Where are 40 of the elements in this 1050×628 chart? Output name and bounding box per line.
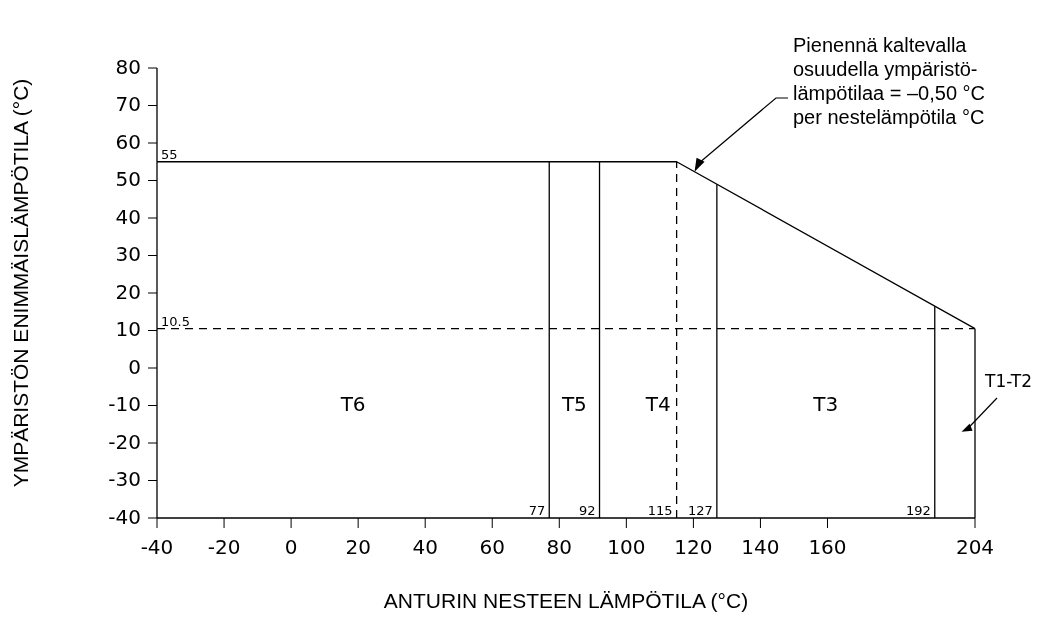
x-tick-label: 160 [808,535,847,559]
x-tick-label: 40 [412,535,438,559]
annotation: Pienennä kaltevalla osuudella ympäristö- lämpötilaa = –0,50 °C per nestelämpötila °C [793,34,986,128]
x-tick-label: 60 [479,535,505,559]
annotation: T3 [812,392,839,416]
y-tick-label: 30 [115,242,141,266]
x-tick-label: 20 [345,535,371,559]
y-tick-label: -30 [108,467,141,491]
x-tick-label: 120 [674,535,713,559]
annotation: T5 [560,392,587,416]
annotation: T4 [644,392,671,416]
annotation: 192 [905,503,931,518]
y-tick-label: -20 [108,429,141,454]
annotation: 55 [161,146,178,162]
x-tick-label: 80 [546,535,573,559]
annotation: 115 [647,503,673,518]
y-tick-label: 60 [115,129,141,154]
y-axis-title: YMPÄRISTÖN ENIMMÄISLÄMPÖTILA (°C) [9,78,32,488]
annotation: 77 [528,503,546,518]
x-tick-label: 100 [607,535,646,559]
y-tick-label: -10 [108,392,141,416]
annotation: 10.5 [161,313,190,329]
x-tick-label: -40 [140,535,174,559]
annotation: 92 [578,503,596,518]
y-tick-label: 20 [115,279,141,304]
text: T1-T2 [984,370,1032,391]
y-tick-label: 50 [115,167,141,191]
x-axis-title: ANTURIN NESTEEN LÄMPÖTILA (°C) [383,589,749,612]
y-tick-label: 80 [115,54,141,79]
y-tick-label: 70 [115,92,141,116]
x-tick-label: -20 [207,535,241,559]
x-tick-label: 0 [284,535,298,559]
y-tick-label: 40 [115,204,141,229]
annotation: 127 [688,503,713,518]
x-tick-label: 204 [955,535,995,559]
y-tick-label: 0 [128,354,141,379]
y-tick-label: 10 [115,317,141,341]
annotation: T6 [339,392,366,416]
y-tick-label: -40 [108,504,141,529]
x-tick-label: 140 [741,535,780,559]
